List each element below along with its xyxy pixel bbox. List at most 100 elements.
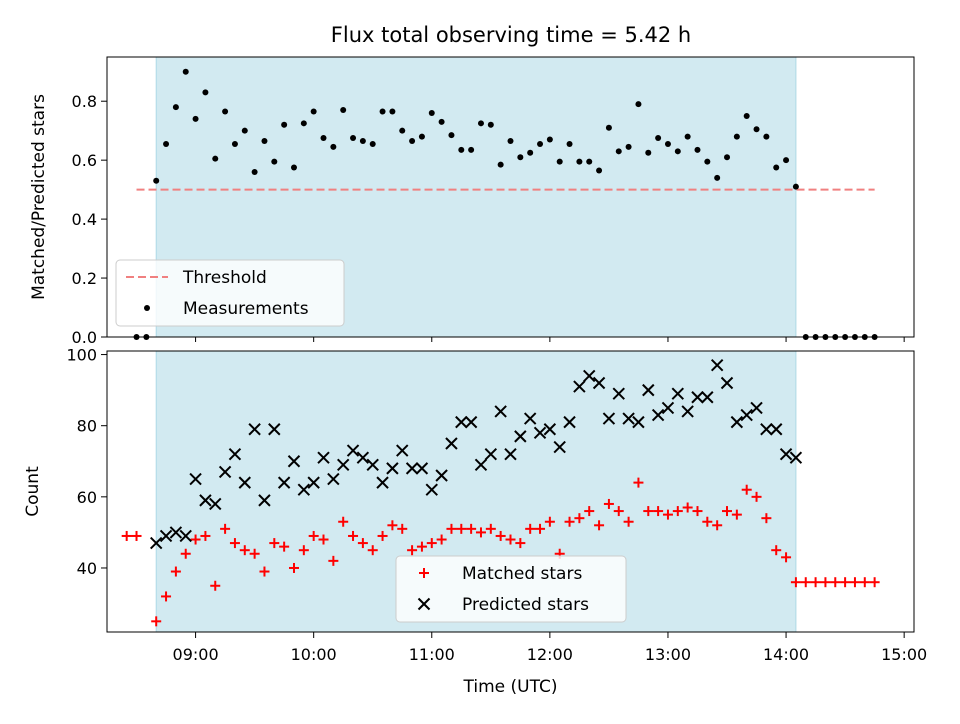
matched-star-point	[377, 530, 388, 541]
measurement-point	[448, 132, 455, 139]
predicted-star-point	[514, 430, 527, 443]
matched-star-point	[751, 491, 762, 502]
matched-star-point	[338, 516, 349, 527]
measurement-point	[153, 177, 160, 184]
predicted-star-point	[386, 462, 399, 475]
marker-stroke	[563, 415, 576, 429]
marker-stroke	[710, 359, 724, 372]
y-tick-label: 40	[77, 559, 97, 578]
measurement-point	[714, 174, 721, 181]
predicted-star-point	[179, 529, 192, 543]
matched-stars-points	[121, 477, 880, 627]
legend-measurement-swatch	[144, 305, 150, 311]
predicted-star-point	[435, 469, 448, 482]
matched-star-point	[643, 506, 654, 517]
measurement-point	[350, 135, 357, 142]
predicted-star-point	[632, 415, 645, 429]
marker-stroke	[681, 405, 694, 418]
matched-star-point	[466, 523, 477, 534]
predicted-star-point	[661, 401, 675, 415]
predicted-star-point	[642, 383, 655, 397]
marker-stroke	[543, 423, 557, 436]
measurement-point	[783, 157, 790, 164]
top-y-axis: 0.0 0.2 0.4 0.6 0.8	[72, 92, 107, 347]
x-tick-label: 13:00	[645, 645, 691, 664]
measurement-point	[625, 143, 632, 150]
marker-stroke	[632, 415, 645, 429]
matched-star-point	[692, 506, 703, 517]
predicted-stars-points	[150, 359, 803, 550]
predicted-star-point	[150, 536, 163, 550]
measurement-point	[792, 183, 799, 190]
measurement-point	[684, 133, 691, 140]
legend-predicted-swatch	[417, 597, 431, 611]
matched-star-point	[180, 548, 191, 559]
matched-star-point	[731, 509, 742, 520]
matched-star-point	[436, 534, 447, 545]
measurement-point	[546, 136, 553, 143]
matched-star-point	[239, 545, 250, 556]
matched-star-point	[840, 577, 851, 588]
legend-matched-label: Matched stars	[462, 564, 582, 584]
predicted-star-point	[681, 405, 694, 418]
bottom-legend-box	[395, 555, 627, 623]
predicted-star-point	[504, 447, 517, 461]
marker-stroke	[356, 451, 370, 464]
measurement-point	[468, 146, 475, 153]
marker-stroke	[484, 447, 498, 461]
predicted-star-point	[238, 476, 251, 489]
marker-stroke	[661, 401, 675, 415]
measurement-point	[556, 158, 563, 165]
matched-star-point	[121, 530, 132, 541]
predicted-star-point	[277, 476, 291, 489]
measurement-point	[733, 133, 740, 140]
measurement-point	[507, 138, 514, 144]
predicted-star-point	[268, 423, 281, 436]
marker-stroke	[376, 476, 389, 489]
measurement-point	[704, 158, 711, 165]
measurement-point	[418, 133, 425, 140]
measurement-point	[517, 154, 524, 161]
matched-star-point	[397, 523, 408, 534]
predicted-star-point	[327, 472, 340, 486]
marker-stroke	[474, 458, 488, 472]
matched-star-point	[151, 616, 162, 627]
predicted-star-point	[553, 440, 566, 454]
matched-star-point	[229, 538, 240, 549]
marker-stroke	[622, 412, 635, 425]
predicted-star-point	[425, 483, 438, 496]
bottom-y-axis: 40 60 80 100	[66, 346, 107, 578]
predicted-star-point	[199, 494, 212, 507]
marker-stroke	[209, 497, 222, 511]
matched-star-point	[387, 520, 398, 531]
marker-stroke	[445, 437, 458, 450]
marker-stroke	[405, 462, 419, 475]
marker-stroke	[150, 536, 163, 550]
marker-stroke	[199, 494, 212, 507]
top-axes-frame	[106, 56, 915, 338]
predicted-star-point	[228, 447, 242, 461]
marker-stroke	[602, 412, 616, 425]
measurement-point	[763, 133, 770, 140]
measurement-point	[596, 167, 603, 174]
matched-star-point	[475, 527, 486, 538]
marker-stroke	[523, 412, 537, 425]
y-tick-label: 0.6	[72, 151, 97, 170]
measurement-point	[655, 135, 662, 142]
matched-star-point	[456, 523, 467, 534]
matched-star-point	[584, 506, 595, 517]
measurement-point	[428, 110, 435, 116]
measurement-point	[251, 168, 258, 175]
predicted-star-point	[209, 497, 222, 511]
x-tick-label: 12:00	[527, 645, 573, 664]
marker-stroke	[336, 458, 350, 472]
matched-star-point	[702, 516, 713, 527]
matched-star-point	[810, 577, 821, 588]
measurement-point	[300, 120, 307, 127]
matched-star-point	[682, 502, 693, 513]
legend-matched-swatch	[419, 568, 429, 578]
matched-star-point	[830, 577, 841, 588]
matched-star-point	[662, 509, 673, 520]
matched-star-point	[161, 591, 172, 602]
predicted-star-point	[612, 387, 625, 400]
